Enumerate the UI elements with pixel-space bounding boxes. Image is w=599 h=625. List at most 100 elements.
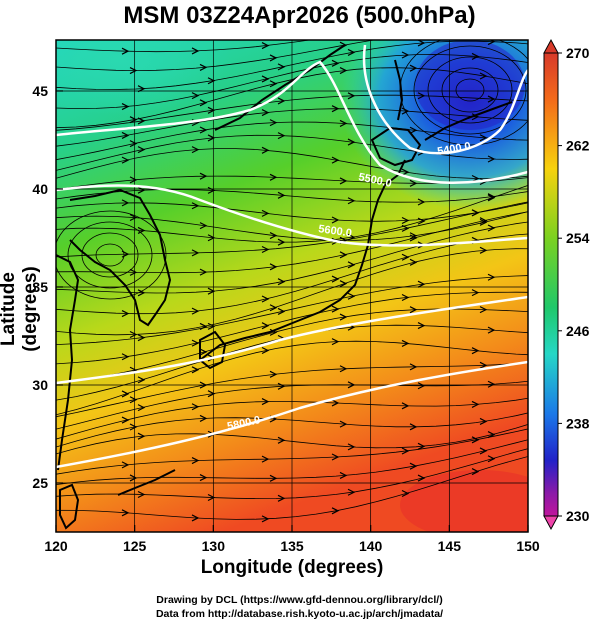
streamline-arrow	[261, 42, 270, 50]
streamline	[56, 40, 528, 90]
streamline-arrow	[199, 381, 208, 389]
streamline-arrow	[347, 381, 356, 389]
circulation-line	[67, 221, 153, 289]
streamline-arrow	[129, 213, 138, 222]
streamline	[56, 397, 528, 440]
streamline-arrow	[207, 234, 216, 242]
streamline-arrow	[137, 117, 146, 125]
streamline-arrow	[137, 490, 146, 499]
streamline-arrow	[137, 289, 146, 297]
streamline-arrow	[479, 134, 488, 142]
streamline-arrow	[199, 172, 208, 180]
coastline-ryukyu	[117, 469, 176, 496]
streamline	[56, 291, 528, 365]
streamline-arrow	[409, 258, 418, 266]
streamline-arrow	[191, 47, 200, 55]
streamline-arrow	[277, 238, 286, 246]
streamline-arrow	[269, 54, 278, 62]
streamline-arrow	[487, 224, 496, 232]
streamline-arrow	[121, 156, 130, 164]
streamline-arrow	[487, 155, 496, 163]
circulation-line	[81, 232, 139, 278]
streamline-arrow	[199, 414, 208, 422]
streamline-arrow	[331, 453, 340, 461]
streamline-arrow	[199, 268, 208, 276]
streamline-arrow	[261, 295, 270, 303]
streamline-arrow	[261, 109, 270, 117]
colorbar-gradient	[543, 52, 559, 517]
streamline-arrow	[487, 326, 496, 334]
streamline-arrow	[417, 217, 426, 225]
streamline-arrow	[137, 85, 146, 93]
streamline-arrow	[129, 268, 138, 276]
streamline-arrow	[409, 363, 418, 371]
x-tick-label: 125	[123, 538, 147, 554]
streamline-arrow	[137, 146, 146, 154]
credit-drawing: Drawing by DCL (https://www.gfd-dennou.o…	[156, 594, 443, 606]
streamline-arrow	[207, 493, 216, 502]
coastline-japan-main	[199, 159, 406, 361]
streamline	[56, 380, 528, 430]
streamline-arrow	[207, 322, 216, 330]
streamline-arrow	[409, 64, 418, 72]
streamline-arrow	[347, 138, 356, 146]
streamline-arrow	[409, 126, 418, 134]
streamline-arrow	[479, 361, 488, 369]
colorbar-tick-label: 246	[566, 323, 590, 339]
streamline-arrow	[472, 14, 478, 20]
contour-label-5600: 5600.0	[318, 223, 353, 240]
x-tick-label: 145	[438, 538, 462, 554]
streamline-arrow	[121, 199, 130, 207]
streamline-arrow	[129, 116, 138, 124]
streamline-arrow	[199, 99, 208, 107]
coastline-sakhalin	[394, 59, 404, 121]
streamline-arrow	[339, 313, 348, 321]
contour-label-5400: 5400.0	[436, 140, 471, 158]
streamline-arrow	[129, 330, 138, 339]
streamline-arrow	[471, 289, 480, 297]
streamline-arrow	[261, 398, 270, 406]
streamline-arrow	[121, 131, 130, 139]
streamline-arrow	[121, 461, 130, 469]
streamline-arrow	[347, 92, 356, 100]
streamline-arrow	[199, 222, 208, 230]
streamline-arrow	[471, 209, 480, 217]
streamline-arrow	[129, 474, 138, 482]
streamline-arrow	[191, 514, 200, 522]
contour-5700	[56, 295, 528, 385]
streamline-arrow	[471, 436, 480, 444]
streamline-arrow	[199, 126, 208, 134]
streamline-arrow	[121, 509, 130, 517]
streamline-arrow	[277, 191, 286, 199]
coastline-china-east	[56, 254, 80, 471]
streamline-arrow	[401, 51, 410, 59]
streamline-arrow	[331, 305, 340, 313]
streamline-arrow	[277, 63, 286, 71]
coastline-russia	[214, 44, 346, 131]
streamline-arrow	[417, 280, 426, 288]
streamline-arrow	[121, 310, 130, 318]
colorbar-tick-label: 254	[566, 230, 590, 246]
streamline-arrow	[277, 132, 286, 140]
streamline-arrow	[137, 226, 146, 235]
streamline-arrow	[479, 306, 488, 314]
streamline-arrow	[487, 194, 496, 202]
streamline-arrow	[331, 105, 340, 113]
y-tick-label: 40	[32, 181, 48, 197]
colorbar-tick-label: 230	[566, 508, 590, 524]
y-tick-label: 45	[32, 83, 48, 99]
streamline-arrow	[207, 390, 216, 398]
streamline-arrow	[471, 52, 480, 60]
streamline	[56, 40, 313, 53]
coastline-korea	[69, 188, 172, 327]
streamline-arrow	[401, 224, 410, 232]
circulation-line	[455, 78, 485, 102]
streamline-arrow	[277, 97, 286, 105]
streamline-arrow	[137, 334, 146, 342]
streamline-arrow	[347, 488, 356, 496]
circulation-line	[56, 210, 167, 300]
streamline-arrow	[199, 63, 208, 71]
streamline-arrow	[339, 119, 348, 127]
